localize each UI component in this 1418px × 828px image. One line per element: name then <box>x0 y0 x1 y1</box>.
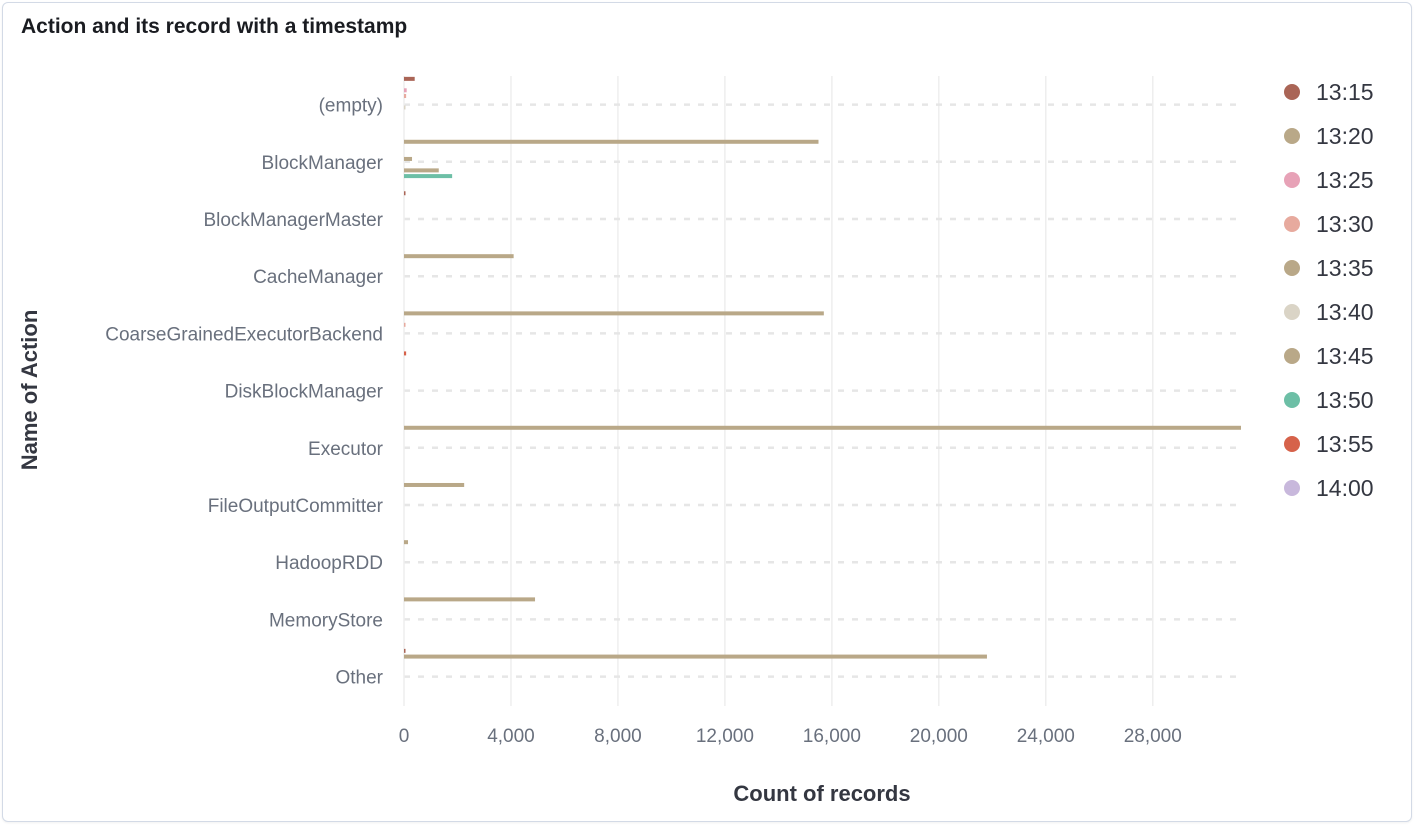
bars <box>404 76 1241 659</box>
grid-lines <box>403 76 1241 706</box>
bar-1320-3[interactable] <box>404 254 514 259</box>
legend-swatch <box>1284 436 1300 452</box>
bar-1350-1[interactable] <box>404 174 453 179</box>
bar-1345-1[interactable] <box>404 168 439 173</box>
y-tick-label: BlockManager <box>262 153 384 174</box>
legend-label: 13:55 <box>1316 431 1374 457</box>
legend-label: 13:45 <box>1316 343 1374 369</box>
legend-swatch <box>1284 480 1300 496</box>
legend-swatch <box>1284 216 1300 232</box>
y-tick-label: BlockManagerMaster <box>203 210 383 231</box>
bar-1320-1[interactable] <box>404 139 819 144</box>
bar-1355-4[interactable] <box>404 351 407 356</box>
legend-item-1315[interactable]: 13:15 <box>1284 79 1374 105</box>
legend-label: 13:40 <box>1316 299 1374 325</box>
bar-1340-0[interactable] <box>404 105 406 110</box>
bar-1320-9[interactable] <box>404 597 536 602</box>
legend-item-1355[interactable]: 13:55 <box>1284 431 1374 457</box>
y-tick-label: FileOutputCommitter <box>208 496 384 517</box>
y-tick-label: CacheManager <box>253 267 384 288</box>
x-axis-title: Count of records <box>733 781 910 806</box>
legend-item-1350[interactable]: 13:50 <box>1284 387 1374 413</box>
x-tick-label: 4,000 <box>487 726 535 747</box>
y-axis-title: Name of Action <box>17 310 42 471</box>
bar-1320-10[interactable] <box>404 654 987 659</box>
legend-swatch <box>1284 172 1300 188</box>
legend-label: 13:25 <box>1316 167 1374 193</box>
legend-item-1320[interactable]: 13:20 <box>1284 123 1374 149</box>
legend-label: 13:15 <box>1316 79 1374 105</box>
bar-1315-0[interactable] <box>404 76 415 81</box>
bar-1320-6[interactable] <box>404 425 1241 430</box>
legend-item-1340[interactable]: 13:40 <box>1284 299 1374 325</box>
legend-item-1345[interactable]: 13:45 <box>1284 343 1374 369</box>
legend-swatch <box>1284 128 1300 144</box>
y-tick-label: HadoopRDD <box>275 553 383 574</box>
legend-swatch <box>1284 392 1300 408</box>
legend-swatch <box>1284 348 1300 364</box>
y-tick-label: Executor <box>308 439 384 460</box>
legend-item-1335[interactable]: 13:35 <box>1284 255 1374 281</box>
legend-swatch <box>1284 304 1300 320</box>
legend-label: 13:30 <box>1316 211 1374 237</box>
legend: 13:15 13:20 13:25 13:30 13:35 13:40 13:45 13:50… <box>1284 79 1374 501</box>
legend-item-1330[interactable]: 13:30 <box>1284 211 1374 237</box>
bar-1335-1[interactable] <box>404 156 413 161</box>
y-tick-label: (empty) <box>319 96 383 117</box>
bar-1320-7[interactable] <box>404 482 465 487</box>
legend-item-1400[interactable]: 14:00 <box>1284 475 1374 501</box>
x-tick-label: 16,000 <box>803 726 861 747</box>
bar-1315-2[interactable] <box>404 191 406 196</box>
x-tick-label: 8,000 <box>594 726 642 747</box>
x-tick-label: 28,000 <box>1124 726 1182 747</box>
y-axis-labels: (empty) BlockManager BlockManagerMaster Cac… <box>105 96 383 689</box>
panel-title: Action and its record with a timestamp <box>21 15 408 38</box>
bar-1330-4[interactable] <box>404 322 406 327</box>
legend-label: 14:00 <box>1316 475 1374 501</box>
legend-label: 13:35 <box>1316 255 1374 281</box>
x-tick-label: 24,000 <box>1017 726 1075 747</box>
y-tick-label: CoarseGrainedExecutorBackend <box>105 324 383 345</box>
y-tick-label: Other <box>335 668 383 689</box>
bar-1330-0[interactable] <box>404 94 407 99</box>
x-tick-label: 20,000 <box>910 726 968 747</box>
x-tick-label: 12,000 <box>696 726 754 747</box>
x-axis-labels: 0 4,000 8,000 12,000 16,000 20,000 24,000 28,00… <box>399 726 1182 747</box>
bar-1315-10[interactable] <box>404 648 406 653</box>
legend-swatch <box>1284 84 1300 100</box>
legend-label: 13:50 <box>1316 387 1374 413</box>
bar-1325-0[interactable] <box>404 88 407 93</box>
legend-item-1325[interactable]: 13:25 <box>1284 167 1374 193</box>
bar-1320-8[interactable] <box>404 540 409 545</box>
legend-swatch <box>1284 260 1300 276</box>
x-tick-label: 0 <box>399 726 410 747</box>
legend-label: 13:20 <box>1316 123 1374 149</box>
bar-1320-4[interactable] <box>404 311 824 316</box>
y-tick-label: DiskBlockManager <box>225 382 384 403</box>
y-tick-label: MemoryStore <box>269 610 383 631</box>
